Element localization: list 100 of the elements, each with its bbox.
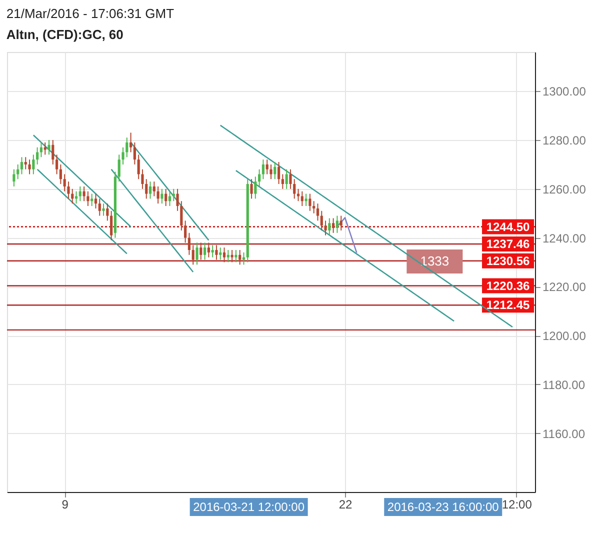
ref-line-label: 1220.36	[486, 278, 530, 293]
candlestick	[152, 181, 156, 197]
candlestick	[74, 190, 78, 204]
candlestick	[270, 164, 272, 180]
candlestick	[36, 146, 39, 165]
candlestick	[238, 250, 242, 266]
chart-subtitle: Altın, (CFD):GC, 60	[6, 27, 124, 42]
candlestick	[262, 159, 265, 180]
y-tick-label: 1260.00	[542, 182, 586, 196]
candlestick	[188, 232, 191, 256]
candlestick	[281, 174, 284, 190]
candlestick	[250, 178, 253, 200]
y-tick-label: 1200.00	[542, 329, 586, 344]
candlestick	[308, 193, 312, 212]
candlestick	[32, 154, 35, 175]
candlestick	[55, 154, 58, 175]
candlestick	[164, 188, 168, 206]
candlestick	[340, 215, 342, 231]
chart-title: 21/Mar/2016 - 17:06:31 GMT	[6, 6, 174, 21]
candlestick	[258, 168, 261, 187]
candlestick	[192, 244, 194, 266]
candlestick	[336, 215, 339, 234]
candlestick	[316, 203, 320, 222]
candlestick	[222, 247, 226, 263]
candlestick	[312, 200, 316, 214]
candlestick	[180, 200, 183, 231]
candlestick	[24, 156, 27, 170]
candlestick	[148, 181, 152, 200]
candlestick	[168, 190, 172, 206]
annotation: 1333	[420, 253, 450, 268]
y-tick-label: 1240.00	[542, 231, 586, 246]
candlestick	[230, 250, 234, 263]
candlestick	[94, 193, 98, 209]
candlestick	[133, 142, 136, 165]
line-series	[235, 170, 455, 322]
candlestick	[226, 250, 230, 263]
candlestick	[86, 190, 90, 206]
line-series	[32, 134, 132, 228]
x-tick-label: 9	[62, 498, 69, 512]
candlestick	[324, 220, 327, 236]
candlestick	[12, 168, 16, 187]
candlestick	[145, 178, 148, 200]
line-series	[336, 217, 358, 254]
candlestick	[63, 174, 66, 192]
candlestick	[300, 190, 304, 206]
candlestick	[234, 250, 238, 263]
candlestick	[122, 146, 124, 165]
candlestick	[98, 198, 101, 216]
text: 2016-03-23 16:00:00	[387, 500, 500, 514]
candlestick	[110, 210, 113, 241]
line-series	[130, 142, 210, 241]
y-tick-label: 1300.00	[542, 84, 586, 99]
candlestick	[242, 252, 246, 266]
y-tick-label: 1160.00	[542, 426, 586, 441]
candlestick	[328, 218, 331, 236]
candlestick	[211, 244, 214, 258]
candlestick	[52, 140, 54, 165]
candlestick	[126, 137, 128, 158]
candlestick	[332, 218, 335, 234]
candlestick	[59, 164, 62, 184]
ref-line-label: 1230.56	[486, 254, 530, 268]
y-tick-label: 1280.00	[542, 134, 586, 148]
candlestick	[277, 162, 280, 184]
candlestick	[203, 242, 206, 260]
candlestick	[137, 154, 140, 180]
candlestick	[274, 162, 276, 180]
candlestick	[67, 181, 70, 200]
y-tick-label: 1220.00	[542, 280, 586, 294]
candlestick	[320, 210, 323, 231]
candlestick	[102, 203, 105, 216]
ref-line-label: 1237.46	[486, 236, 530, 251]
candlestick	[118, 154, 120, 182]
candlestick	[184, 220, 187, 244]
x-tick-label: 22	[338, 498, 352, 512]
candlestick	[196, 242, 198, 266]
candlestick	[106, 203, 109, 222]
candlestick	[219, 247, 222, 260]
candlestick	[20, 156, 24, 175]
candlestick	[266, 159, 268, 175]
candlestick	[90, 193, 94, 206]
ref-line-label: 1212.45	[486, 298, 530, 312]
candlestick	[156, 186, 160, 204]
candlestick	[304, 193, 308, 206]
ref-line-label: 1244.50	[486, 220, 530, 234]
candlestick	[176, 188, 179, 212]
candlestick	[215, 244, 218, 260]
candlestick	[293, 178, 296, 200]
y-tick-label: 1180.00	[542, 378, 586, 392]
candlestick	[28, 159, 31, 175]
candlestick	[200, 242, 202, 260]
x-tick-label: 12:00	[502, 498, 532, 512]
line-series	[36, 168, 128, 254]
line-series	[110, 168, 194, 273]
candlestick	[141, 168, 144, 190]
candlestick	[129, 132, 132, 153]
text: 2016-03-21 12:00:00	[193, 500, 305, 514]
candlestick	[254, 176, 257, 200]
candlestick	[289, 168, 292, 190]
candlestick	[207, 242, 210, 258]
candlestick	[44, 142, 46, 156]
